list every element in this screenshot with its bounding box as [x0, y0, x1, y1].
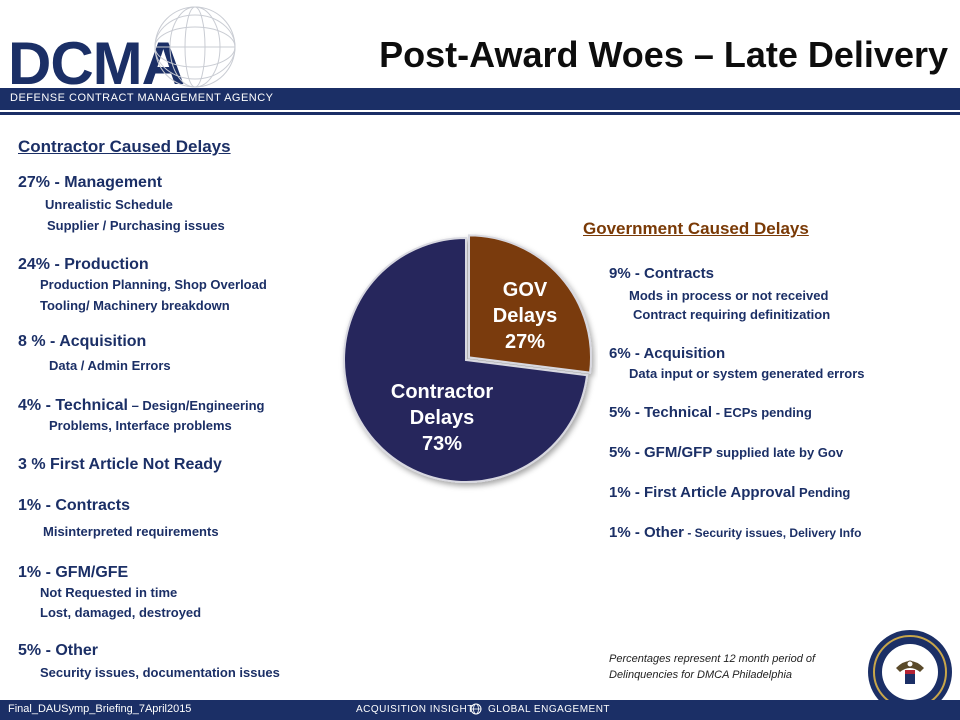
gov-acquisition-sub1: Data input or system generated errors [629, 366, 865, 381]
gov-first-article-label: 1% - First Article Approval [609, 484, 796, 501]
gov-technical-suffix: - ECPs pending [712, 405, 812, 420]
pie-slice-contractor [343, 236, 589, 483]
contractor-acquisition-sub1: Data / Admin Errors [49, 358, 171, 373]
contractor-contracts-head: 1% - Contracts [18, 497, 131, 514]
gov-other-suffix: - Security issues, Delivery Info [684, 526, 862, 540]
gov-contracts-head: 9% - Contracts [609, 265, 715, 282]
contractor-technical-label: 4% - Technical [18, 397, 128, 414]
pie-label-contractor-line2: Delays [409, 407, 475, 429]
footer-bar [0, 700, 960, 720]
page-title: Post-Award Woes – Late Delivery [379, 34, 948, 75]
contractor-management-head: 27% - Management [18, 174, 163, 191]
pie-label-contractor-line3: 73% [421, 433, 463, 455]
contractor-other-sub1: Security issues, documentation issues [40, 665, 280, 680]
pie-label-gov: GOV Delays 27% [480, 277, 570, 355]
gov-technical-head: 5% - Technical - ECPs pending [609, 404, 812, 421]
header-rule [0, 112, 960, 115]
gov-gfm-head: 5% - GFM/GFP supplied late by Gov [609, 444, 843, 461]
contractor-section-title: Contractor Caused Delays [18, 137, 231, 156]
contractor-production-sub2: Tooling/ Machinery breakdown [40, 298, 230, 313]
contractor-management-sub2: Supplier / Purchasing issues [47, 218, 225, 233]
contractor-management-sub1: Unrealistic Schedule [45, 197, 173, 212]
contractor-technical-head: 4% - Technical – Design/Engineering [18, 397, 265, 415]
contractor-first-article-head: 3 % First Article Not Ready [18, 456, 222, 473]
pie-slice-gov-group [468, 234, 592, 374]
contractor-acquisition-head: 8 % - Acquisition [18, 333, 147, 350]
footnote: Percentages represent 12 month period of… [609, 653, 816, 681]
footer-filename: Final_DAUSymp_Briefing_7April2015 [8, 703, 192, 715]
pie-label-gov-line2: Delays [492, 305, 558, 327]
globe-grid-icon [154, 6, 236, 88]
delay-pie-chart [343, 234, 592, 483]
pie-label-contractor-line1: Contractor [390, 381, 494, 403]
contractor-production-head: 24% - Production [18, 256, 149, 273]
contractor-production-sub1: Production Planning, Shop Overload [40, 277, 267, 292]
footer-globe-icon [470, 703, 482, 715]
footer-tagline-left: ACQUISITION INSIGHT [356, 704, 474, 715]
pie-label-gov-line3: 27% [504, 331, 546, 353]
gov-other-head: 1% - Other - Security issues, Delivery I… [609, 524, 861, 541]
gov-first-article-head: 1% - First Article Approval Pending [609, 484, 850, 501]
contractor-gfm-head: 1% - GFM/GFE [18, 564, 129, 581]
contractor-gfm-sub2: Lost, damaged, destroyed [40, 605, 202, 620]
contractor-technical-suffix: – Design/Engineering [127, 398, 265, 413]
gov-technical-label: 5% - Technical [609, 404, 713, 421]
gov-first-article-suffix: Pending [795, 485, 851, 500]
contractor-contracts-sub1: Misinterpreted requirements [43, 524, 219, 539]
pie-slice-gov [468, 234, 592, 374]
footer-tagline-right: GLOBAL ENGAGEMENT [488, 704, 611, 715]
gov-gfm-label: 5% - GFM/GFP [609, 444, 713, 461]
gov-acquisition-head: 6% - Acquisition [609, 345, 726, 362]
government-section-title: Government Caused Delays [583, 219, 809, 238]
dcma-seal-icon [868, 630, 952, 714]
contractor-gfm-sub1: Not Requested in time [40, 585, 178, 600]
pie-label-contractor: Contractor Delays 73% [372, 379, 512, 457]
agency-name: DEFENSE CONTRACT MANAGEMENT AGENCY [10, 92, 274, 104]
gov-contracts-sub1: Mods in process or not received [629, 288, 829, 303]
gov-other-label: 1% - Other [609, 524, 685, 541]
contractor-technical-sub1: Problems, Interface problems [49, 418, 232, 433]
pie-label-gov-line1: GOV [502, 279, 548, 301]
gov-contracts-sub2: Contract requiring definitization [633, 307, 831, 322]
header-bar [0, 88, 960, 110]
gov-gfm-suffix: supplied late by Gov [712, 445, 844, 460]
contractor-other-head: 5% - Other [18, 642, 99, 659]
